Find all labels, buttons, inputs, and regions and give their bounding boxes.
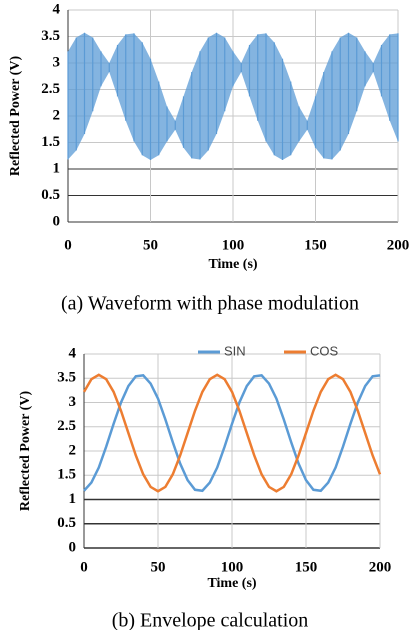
y-tick-label: 2.5 [57, 418, 76, 434]
x-tick-label: 150 [295, 559, 318, 575]
y-axis-title: Reflected Power (V) [18, 391, 33, 512]
y-tick-label: 3.5 [57, 370, 76, 386]
x-axis-title: Time (s) [207, 576, 256, 591]
y-tick-label: 0.5 [41, 187, 60, 203]
y-tick-label: 0.5 [57, 515, 76, 531]
x-tick-label: 200 [387, 237, 410, 253]
y-tick-label: 2 [53, 107, 61, 123]
y-tick-label: 1.5 [57, 467, 76, 483]
x-tick-label: 100 [222, 237, 245, 253]
series-line [83, 374, 381, 493]
y-tick-label: 4 [53, 1, 61, 17]
caption: (a) Waveform with phase modulation [61, 293, 359, 315]
y-tick-label: 1 [53, 160, 61, 176]
legend-label: COS [310, 343, 339, 358]
x-tick-label: 100 [221, 559, 244, 575]
caption: (b) Envelope calculation [112, 610, 309, 630]
y-tick-label: 3 [69, 394, 77, 410]
y-tick-label: 3 [53, 54, 61, 70]
x-tick-label: 50 [143, 237, 158, 253]
y-tick-label: 3.5 [41, 28, 60, 44]
y-tick-label: 2 [69, 442, 77, 458]
x-axis-title: Time (s) [208, 257, 257, 272]
x-tick-label: 150 [304, 237, 327, 253]
x-tick-label: 200 [369, 559, 392, 575]
x-tick-label: 0 [64, 237, 72, 253]
y-tick-label: 4 [69, 345, 77, 361]
y-tick-label: 2.5 [41, 81, 60, 97]
x-tick-label: 0 [80, 559, 88, 575]
legend-label: SIN [224, 343, 246, 358]
series-line [82, 373, 382, 493]
y-tick-label: 0 [53, 213, 61, 229]
x-tick-label: 50 [151, 559, 166, 575]
y-tick-label: 1 [69, 491, 77, 507]
y-tick-label: 0 [69, 539, 77, 555]
y-axis-title: Reflected Power (V) [8, 56, 23, 177]
y-tick-label: 1.5 [41, 134, 60, 150]
